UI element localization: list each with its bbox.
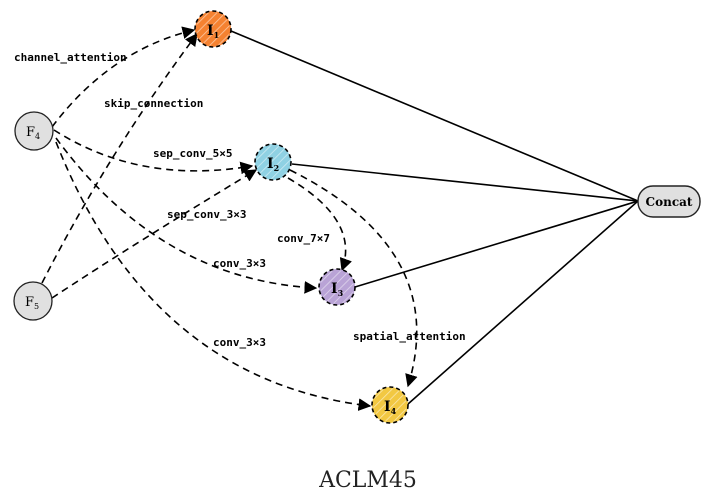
node-i3: I3 [318,268,356,306]
svg-text:I4: I4 [384,399,397,416]
label-channel-attention: channel_attention [14,51,127,64]
label-sep-conv-5x5: sep_conv_5×5 [153,147,232,160]
node-i1: I1 [194,10,232,48]
edge-spatial-attention [289,169,418,388]
edge-conv-7x7 [287,177,352,272]
edge-conv-3x3-to-i4 [55,141,372,411]
svg-text:I3: I3 [331,281,344,298]
svg-text:F4: F4 [26,125,40,141]
label-skip-connection: skip_connection [104,97,203,110]
label-conv-3x3-lower: conv_3×3 [213,336,266,349]
node-concat: Concat [637,185,701,218]
edge-sep-conv-5x5 [53,129,254,175]
svg-text:I2: I2 [267,156,279,173]
edge-i4-concat [407,200,639,405]
diagram-caption: ACLM45 [318,468,417,493]
label-conv-7x7: conv_7×7 [277,232,330,245]
node-i2: I2 [254,143,292,181]
node-f4: F4 [14,111,54,151]
label-conv-3x3-upper: conv_3×3 [213,257,266,270]
svg-text:I1: I1 [207,23,219,40]
node-f5: F5 [13,281,53,321]
edge-i1-concat [230,30,639,202]
svg-text:Concat: Concat [646,195,693,209]
node-i4: I4 [371,386,409,424]
edge-skip-connection [41,32,198,284]
edge-sep-conv-3x3 [51,169,258,299]
edge-conv-3x3-to-i3 [55,137,318,294]
edge-i3-concat [354,200,639,288]
label-sep-conv-3x3: sep_conv_3×3 [167,208,246,221]
svg-text:F5: F5 [25,295,39,311]
edge-channel-attention [51,26,196,128]
label-spatial-attention: spatial_attention [353,330,466,343]
edge-i2-concat [291,163,639,202]
